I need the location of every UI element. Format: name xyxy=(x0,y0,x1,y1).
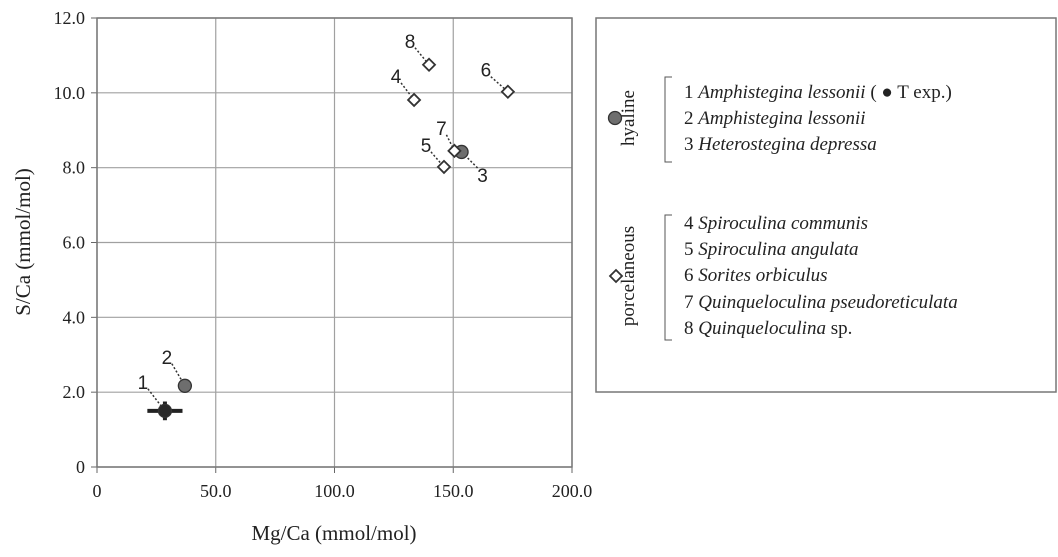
point-label: 3 xyxy=(477,166,488,187)
legend-item: 7 Quinqueloculina pseudoreticulata xyxy=(684,292,958,313)
legend-item-name: Heterostegina depressa xyxy=(697,134,877,155)
x-tick-label: 50.0 xyxy=(200,481,232,501)
legend-item-number: 3 xyxy=(684,134,694,155)
legend-item-note: sp. xyxy=(831,318,853,339)
legend-item-name: Amphistegina lessonii xyxy=(696,82,865,103)
legend-item-number: 1 xyxy=(684,82,694,103)
point xyxy=(447,143,462,159)
leader-line xyxy=(445,134,456,152)
legend-item: 5 Spiroculina angulata xyxy=(684,239,859,260)
legend-item-number: 4 xyxy=(684,213,694,234)
point-label: 4 xyxy=(391,67,402,88)
legend-bracket xyxy=(664,214,672,341)
point xyxy=(500,84,516,99)
legend-item: 6 Sorites orbiculus xyxy=(684,265,828,286)
legend-item: 4 Spiroculina communis xyxy=(684,213,868,234)
y-tick-label: 6.0 xyxy=(63,233,86,253)
legend-marker xyxy=(607,110,623,126)
plot-frame xyxy=(96,17,573,468)
legend-item-name: Quinqueloculina pseudoreticulata xyxy=(698,292,957,313)
legend-item: 8 Quinqueloculina sp. xyxy=(684,318,852,339)
point xyxy=(421,57,437,73)
point xyxy=(436,159,452,175)
legend-item-name: Amphistegina lessonii xyxy=(696,108,865,129)
legend-item: 2 Amphistegina lessonii xyxy=(684,108,866,129)
legend-item: 1 Amphistegina lessonii ( ● T exp.) xyxy=(684,82,952,103)
legend-box xyxy=(595,17,1057,393)
point-label: 6 xyxy=(481,61,492,82)
legend-item-number: 7 xyxy=(684,292,694,313)
y-tick-label: 0 xyxy=(76,457,85,477)
legend-item-name: Spiroculina communis xyxy=(698,213,868,234)
point-label: 5 xyxy=(421,136,432,157)
legend-item-note: ( ● T exp.) xyxy=(870,82,951,103)
y-tick-label: 10.0 xyxy=(54,83,86,103)
x-tick-label: 200.0 xyxy=(552,481,593,501)
x-tick-label: 100.0 xyxy=(314,481,355,501)
x-axis-label: Mg/Ca (mmol/mol) xyxy=(251,521,416,545)
y-axis-label: S/Ca (mmol/mol) xyxy=(11,168,35,316)
legend-group-label: porcelaneous xyxy=(618,226,639,326)
legend-item: 3 Heterostegina depressa xyxy=(684,134,877,155)
point-label: 7 xyxy=(436,119,447,140)
point-label: 2 xyxy=(162,348,173,369)
point-label: 1 xyxy=(138,373,149,394)
point xyxy=(406,92,422,108)
point xyxy=(177,378,193,393)
y-tick-label: 4.0 xyxy=(63,307,86,327)
leader-line xyxy=(147,388,166,412)
legend-item-number: 2 xyxy=(684,108,694,129)
legend-item-name: Spiroculina angulata xyxy=(698,239,858,260)
point-label: 8 xyxy=(405,32,416,53)
x-tick-label: 150.0 xyxy=(433,481,474,501)
y-tick-label: 2.0 xyxy=(63,382,86,402)
legend-item-number: 5 xyxy=(684,239,694,260)
legend-bracket xyxy=(664,76,672,163)
legend-item-name: Sorites orbiculus xyxy=(698,265,827,286)
point xyxy=(157,403,173,419)
y-tick-label: 8.0 xyxy=(63,158,86,178)
legend-item-name: Quinqueloculina xyxy=(698,318,826,339)
y-tick-label: 12.0 xyxy=(54,8,86,28)
legend-group-label: hyaline xyxy=(618,90,639,146)
legend-item-number: 8 xyxy=(684,318,694,339)
legend-item-number: 6 xyxy=(684,265,694,286)
legend-marker xyxy=(608,268,624,284)
x-tick-label: 0 xyxy=(93,481,102,501)
